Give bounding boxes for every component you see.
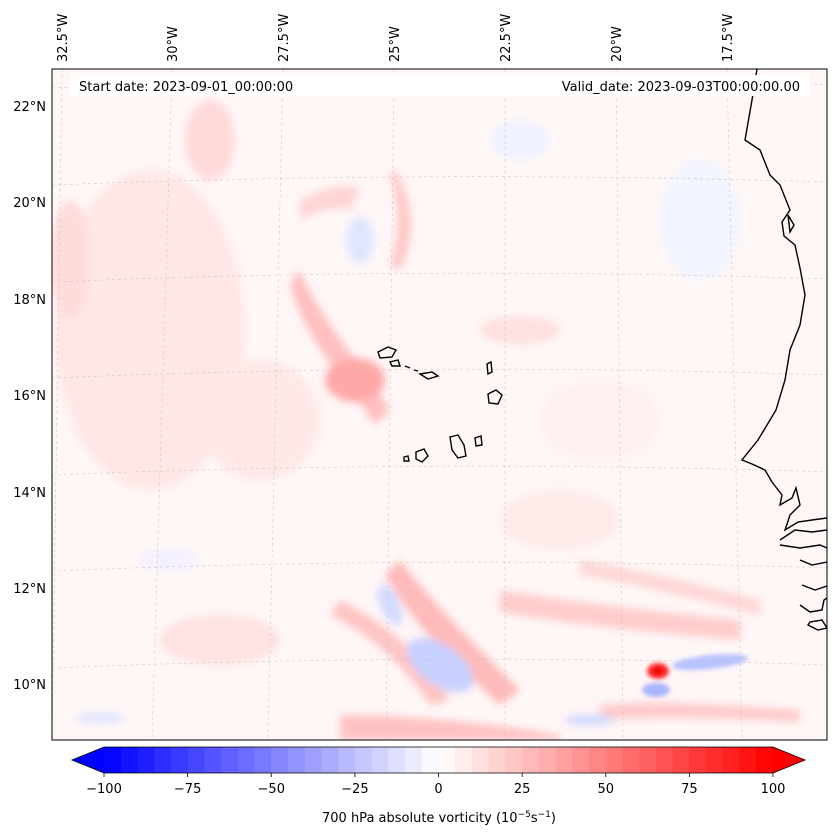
start-date-label: Start date: 2023-09-01_00:00:00 bbox=[79, 80, 293, 95]
lat-label-18: 18°N bbox=[13, 293, 46, 308]
colorbar-step bbox=[388, 747, 406, 773]
colorbar-step bbox=[405, 747, 423, 773]
colorbar-step bbox=[455, 747, 473, 773]
colorbar-step bbox=[572, 747, 590, 773]
colorbar-step bbox=[706, 747, 724, 773]
colorbar-steps bbox=[104, 747, 774, 773]
colorbar-step bbox=[170, 747, 189, 773]
lon-label-32-5: 32.5°W bbox=[56, 14, 71, 62]
colorbar-step bbox=[287, 747, 306, 773]
cabo-verde-sao-vicente bbox=[388, 359, 401, 367]
cabo-verde-santo-antao bbox=[377, 346, 398, 359]
colorbar-tick-label: −50 bbox=[258, 782, 285, 797]
map-panel: Start date: 2023-09-01_00:00:00 Valid_da… bbox=[52, 69, 827, 740]
colorbar-step bbox=[254, 747, 272, 773]
colorbar-step bbox=[187, 747, 205, 773]
colorbar-tick-label: 50 bbox=[597, 782, 614, 797]
colorbar-step bbox=[622, 747, 640, 773]
coastlines bbox=[377, 69, 827, 631]
colorbar: −100 −75 −50 −25 0 25 50 75 100 700 hPa absolute… bbox=[70, 746, 807, 826]
colorbar-step bbox=[137, 747, 155, 773]
map-frame bbox=[51, 68, 828, 741]
colorbar-step bbox=[471, 747, 490, 773]
cabo-verde-brava bbox=[403, 455, 410, 462]
colorbar-step bbox=[672, 747, 690, 773]
colorbar-min-arrow bbox=[72, 747, 104, 773]
colorbar-tick-label: −25 bbox=[341, 782, 368, 797]
colorbar-ticks: −100 −75 −50 −25 0 25 50 75 100 bbox=[86, 773, 785, 797]
cabo-verde-santiago bbox=[449, 434, 467, 459]
colorbar-step bbox=[338, 747, 356, 773]
colorbar-step bbox=[421, 747, 440, 773]
colorbar-step bbox=[221, 747, 239, 773]
colorbar-step bbox=[605, 747, 624, 773]
latitude-labels: 22°N 20°N 18°N 16°N 14°N 12°N 10°N bbox=[13, 100, 46, 693]
longitude-labels: 32.5°W 30°W 27.5°W 25°W 22.5°W 20°W 17.5… bbox=[56, 14, 736, 62]
colorbar-step bbox=[271, 747, 289, 773]
colorbar-step bbox=[371, 747, 389, 773]
colorbar-step bbox=[304, 747, 323, 773]
vorticity-field bbox=[52, 100, 800, 740]
colorbar-step bbox=[104, 747, 122, 773]
colorbar-step bbox=[522, 747, 540, 773]
cabo-verde-boa-vista bbox=[487, 389, 503, 405]
lon-label-27-5: 27.5°W bbox=[277, 14, 292, 62]
colorbar-step bbox=[438, 747, 456, 773]
colorbar-tick-label: −75 bbox=[174, 782, 201, 797]
header-box bbox=[70, 75, 810, 96]
lon-label-22-5: 22.5°W bbox=[499, 14, 514, 62]
colorbar-step bbox=[538, 747, 557, 773]
lon-label-25: 25°W bbox=[388, 26, 403, 62]
lon-label-30: 30°W bbox=[166, 26, 181, 62]
lon-label-17-5: 17.5°W bbox=[721, 14, 736, 62]
lat-label-10: 10°N bbox=[13, 678, 46, 693]
colorbar-step bbox=[237, 747, 256, 773]
colorbar-tick-label: −100 bbox=[86, 782, 122, 797]
colorbar-step bbox=[204, 747, 222, 773]
colorbar-tick-label: 0 bbox=[434, 782, 442, 797]
colorbar-step bbox=[655, 747, 674, 773]
valid-date-label: Valid_date: 2023-09-03T00:00:00.00 bbox=[562, 80, 800, 95]
colorbar-step bbox=[488, 747, 506, 773]
colorbar-step bbox=[321, 747, 339, 773]
colorbar-step bbox=[354, 747, 373, 773]
lat-label-14: 14°N bbox=[13, 486, 46, 501]
lat-label-20: 20°N bbox=[13, 196, 46, 211]
lon-label-20: 20°W bbox=[610, 26, 625, 62]
cabo-verde-sal bbox=[486, 360, 493, 376]
colorbar-step bbox=[589, 747, 607, 773]
colorbar-step bbox=[154, 747, 172, 773]
colorbar-step bbox=[739, 747, 757, 773]
colorbar-step bbox=[505, 747, 523, 773]
colorbar-step bbox=[639, 747, 657, 773]
colorbar-step bbox=[722, 747, 741, 773]
colorbar-step bbox=[756, 747, 774, 773]
colorbar-max-arrow bbox=[773, 747, 805, 773]
colorbar-tick-label: 25 bbox=[514, 782, 531, 797]
colorbar-step bbox=[689, 747, 707, 773]
lat-label-22: 22°N bbox=[13, 100, 46, 115]
cabo-verde-maio bbox=[474, 435, 483, 447]
cabo-verde-fogo bbox=[415, 448, 429, 463]
colorbar-label: 700 hPa absolute vorticity (10−5s−1) bbox=[322, 810, 556, 826]
lat-label-16: 16°N bbox=[13, 389, 46, 404]
colorbar-tick-label: 100 bbox=[761, 782, 786, 797]
colorbar-step bbox=[555, 747, 573, 773]
colorbar-tick-label: 75 bbox=[681, 782, 698, 797]
west-africa-coastline bbox=[740, 69, 827, 532]
lat-label-12: 12°N bbox=[13, 582, 46, 597]
colorbar-step bbox=[120, 747, 139, 773]
cabo-verde-sao-nicolau bbox=[418, 371, 440, 380]
